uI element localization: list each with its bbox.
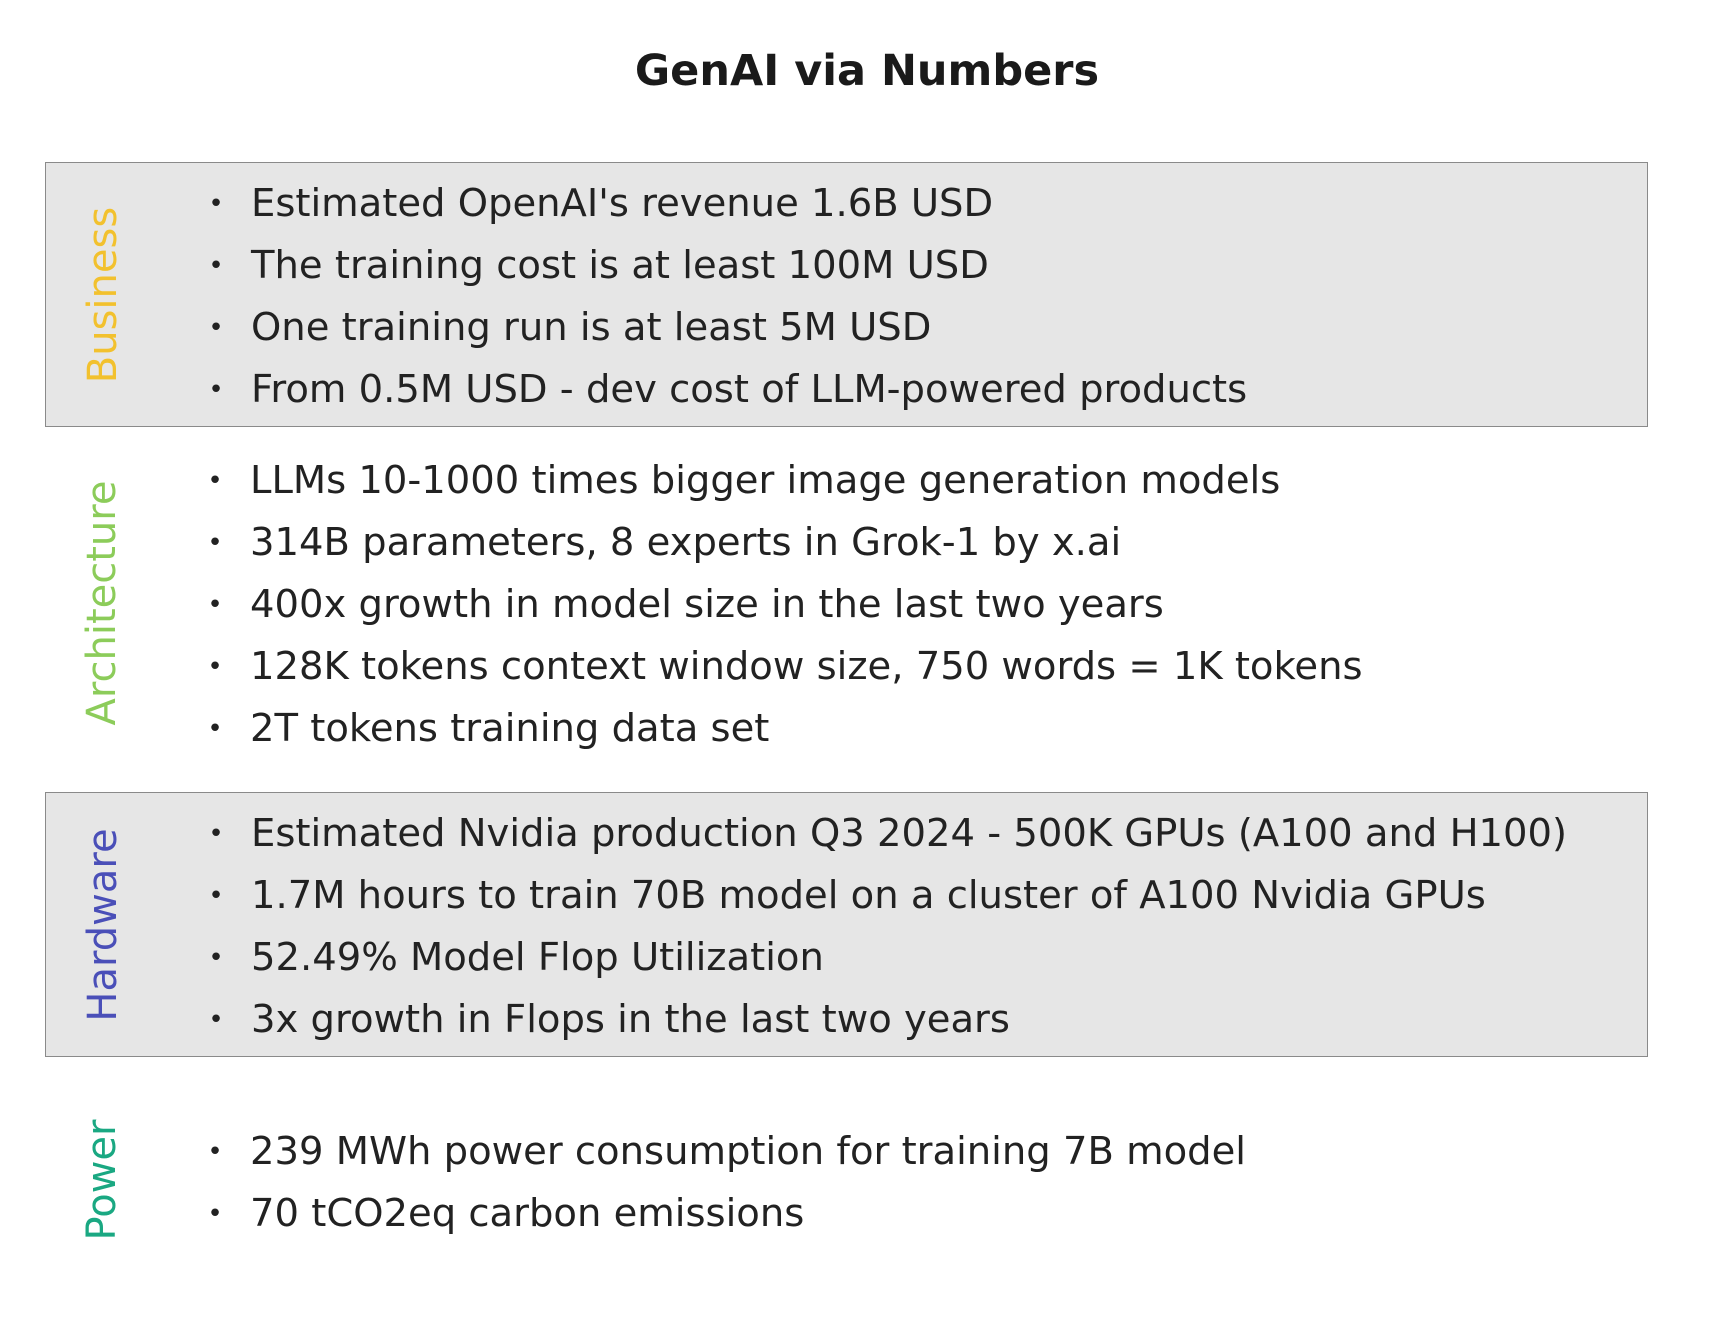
section-architecture: Architecture • LLMs 10-1000 times bigger … <box>79 458 1363 751</box>
bullet-icon: • <box>208 251 224 281</box>
bullet-icon: • <box>208 189 224 219</box>
bullet-icon: • <box>208 819 224 849</box>
bullet-icon: • <box>207 590 223 620</box>
section-label-architecture: Architecture <box>79 480 125 725</box>
bullet-icon: • <box>207 652 223 682</box>
bullet-icon: • <box>208 313 224 343</box>
section-label-business: Business <box>80 206 126 383</box>
bullet-icon: • <box>208 1005 224 1035</box>
section-label-hardware: Hardware <box>80 827 126 1022</box>
section-power: Power • 239 MWh power consumption for tra… <box>79 1119 1246 1241</box>
section-hardware: Hardware • Estimated Nvidia production Q3… <box>45 792 1648 1057</box>
section-label-power: Power <box>79 1119 125 1241</box>
bullet-icon: • <box>207 528 223 558</box>
bullet-icon: • <box>207 714 223 744</box>
page-title: GenAI via Numbers <box>634 46 1100 96</box>
section-business: Business • Estimated OpenAI's revenue 1.6… <box>45 162 1648 427</box>
bullet-icon: • <box>207 466 223 496</box>
bullet-icon: • <box>207 1199 223 1229</box>
bullet-icon: • <box>208 375 224 405</box>
bullet-icon: • <box>207 1137 223 1167</box>
bullet-icon: • <box>208 943 224 973</box>
bullet-icon: • <box>208 881 224 911</box>
